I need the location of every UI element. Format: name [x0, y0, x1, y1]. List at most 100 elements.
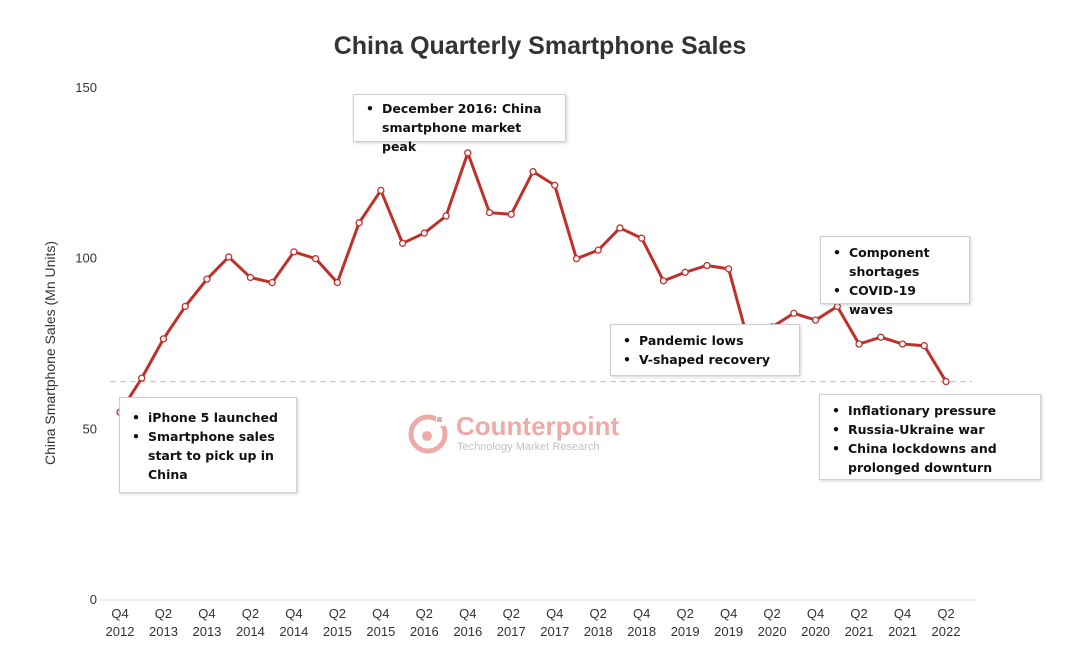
data-point: [811, 316, 820, 324]
logo-name: Counterpoint: [456, 411, 620, 441]
data-point: [724, 265, 733, 273]
y-tick-label: 150: [75, 80, 97, 95]
annotation-shortages: Component shortages COVID-19 waves: [820, 236, 970, 317]
data-point: [355, 219, 363, 227]
x-tick-label-quarter: Q4: [720, 606, 737, 621]
x-tick-label-quarter: Q4: [285, 606, 302, 621]
y-tick-label: 50: [83, 421, 97, 436]
data-point: [159, 335, 168, 343]
data-point: [877, 333, 885, 341]
x-tick-label-quarter: Q4: [372, 606, 389, 621]
data-point: [594, 246, 602, 254]
x-tick-label-quarter: Q2: [850, 606, 867, 621]
x-tick-label-quarter: Q2: [242, 606, 259, 621]
x-tick-label-quarter: Q2: [937, 606, 954, 621]
annotation-shortages-item: Component shortages: [827, 243, 963, 281]
x-tick-label-year: 2022: [932, 624, 961, 639]
x-tick-label-year: 2017: [497, 624, 526, 639]
x-tick-label-year: 2016: [410, 624, 439, 639]
x-tick-label-quarter: Q2: [676, 606, 693, 621]
data-point: [942, 377, 950, 386]
x-tick-label-quarter: Q4: [111, 606, 128, 621]
x-tick-label-year: 2018: [627, 624, 656, 639]
x-tick-label-year: 2013: [149, 624, 178, 639]
x-tick-label-year: 2020: [758, 624, 787, 639]
annotation-peak: December 2016: China smartphone market p…: [353, 94, 566, 154]
annotation-inflation-item: Russia-Ukraine war: [826, 420, 1034, 439]
x-tick-label-year: 2015: [323, 624, 352, 639]
data-point: [181, 302, 189, 311]
x-tick-label-year: 2019: [714, 624, 743, 639]
x-tick-label-year: 2013: [192, 624, 221, 639]
data-point: [290, 248, 298, 256]
data-point: [681, 268, 689, 276]
x-tick-label-quarter: Q4: [459, 606, 476, 621]
x-tick-label-year: 2014: [279, 624, 308, 639]
x-tick-label-quarter: Q2: [155, 606, 172, 621]
annotation-peak-item: December 2016: China smartphone market p…: [360, 99, 559, 156]
x-tick-label-year: 2021: [888, 624, 917, 639]
logo-tagline: Technology Market Research: [457, 441, 600, 453]
series-markers: [116, 149, 950, 416]
data-point: [659, 277, 668, 285]
x-tick-label-year: 2016: [453, 624, 482, 639]
annotation-iphone5-item: Smartphone sales start to pick up in Chi…: [126, 427, 290, 484]
data-point: [138, 374, 146, 382]
annotation-pandemic-item: Pandemic lows: [617, 331, 793, 350]
data-point: [790, 309, 798, 317]
x-tick-label-quarter: Q4: [198, 606, 215, 621]
annotation-iphone5: iPhone 5 launched Smartphone sales start…: [119, 397, 297, 493]
annotation-inflation: Inflationary pressure Russia-Ukraine war…: [819, 394, 1041, 480]
x-tick-label-quarter: Q2: [503, 606, 520, 621]
x-tick-label-quarter: Q2: [590, 606, 607, 621]
data-point: [268, 278, 276, 287]
annotation-iphone5-item: iPhone 5 launched: [126, 408, 290, 427]
x-tick-label-year: 2019: [671, 624, 700, 639]
x-tick-label-year: 2018: [584, 624, 613, 639]
y-tick-label: 100: [75, 251, 97, 266]
data-point: [485, 208, 494, 217]
data-point: [616, 224, 624, 232]
x-tick-label-quarter: Q4: [894, 606, 911, 621]
x-tick-label-quarter: Q2: [763, 606, 780, 621]
counterpoint-logo-icon: [408, 414, 448, 454]
data-point: [898, 340, 907, 348]
data-point: [377, 186, 385, 195]
annotation-pandemic-item: V-shaped recovery: [617, 350, 793, 369]
data-point: [703, 261, 711, 270]
data-point: [311, 255, 320, 263]
data-point: [855, 340, 863, 348]
data-point: [638, 234, 646, 242]
x-tick-label-quarter: Q2: [329, 606, 346, 621]
data-point: [225, 253, 233, 261]
x-tick-label-quarter: Q4: [807, 606, 824, 621]
y-axis-label: China Smartphone Sales (Mn Units): [42, 241, 58, 465]
annotation-inflation-item: China lockdowns and prolonged downturn: [826, 439, 1034, 477]
x-tick-label-quarter: Q4: [546, 606, 563, 621]
y-axis: 0 50 100 150: [75, 80, 97, 607]
annotation-shortages-item: COVID-19 waves: [827, 281, 963, 319]
data-point: [529, 167, 537, 176]
data-point: [246, 273, 255, 282]
x-axis: Q4 2012 Q2 2013 Q4 2013 Q2 2014 Q4 2014 Q2 2015 Q4 20…: [106, 606, 961, 639]
x-tick-label-quarter: Q2: [416, 606, 433, 621]
data-point: [507, 210, 515, 218]
x-tick-label-year: 2012: [106, 624, 135, 639]
data-point: [920, 342, 928, 350]
x-tick-label-year: 2017: [540, 624, 569, 639]
counterpoint-logo: Counterpoint Technology Market Research: [406, 410, 626, 460]
chart-title: China Quarterly Smartphone Sales: [334, 32, 747, 60]
annotation-pandemic: Pandemic lows V-shaped recovery: [610, 324, 800, 376]
data-point: [572, 255, 581, 263]
x-tick-label-year: 2014: [236, 624, 265, 639]
x-tick-label-year: 2021: [845, 624, 874, 639]
data-point: [442, 212, 450, 220]
data-point: [420, 229, 428, 237]
x-tick-label-year: 2015: [366, 624, 395, 639]
data-point: [203, 275, 211, 283]
x-tick-label-year: 2020: [801, 624, 830, 639]
annotation-inflation-item: Inflationary pressure: [826, 401, 1034, 420]
data-point: [551, 181, 559, 189]
y-tick-label: 0: [90, 592, 97, 607]
